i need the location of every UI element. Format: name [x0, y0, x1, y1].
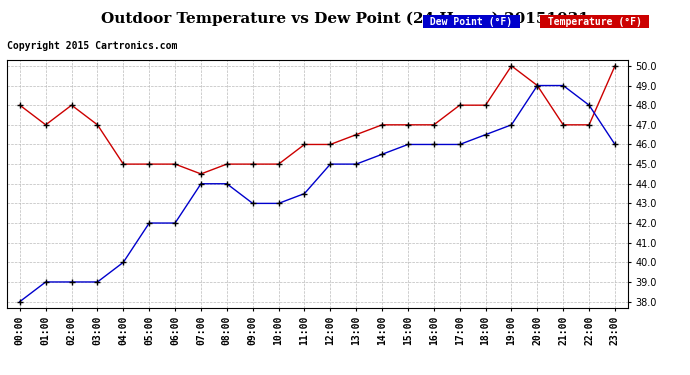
- Text: Temperature (°F): Temperature (°F): [542, 17, 647, 27]
- Text: Dew Point (°F): Dew Point (°F): [424, 17, 518, 27]
- Text: Outdoor Temperature vs Dew Point (24 Hours) 20151031: Outdoor Temperature vs Dew Point (24 Hou…: [101, 11, 589, 26]
- Text: Copyright 2015 Cartronics.com: Copyright 2015 Cartronics.com: [7, 41, 177, 51]
